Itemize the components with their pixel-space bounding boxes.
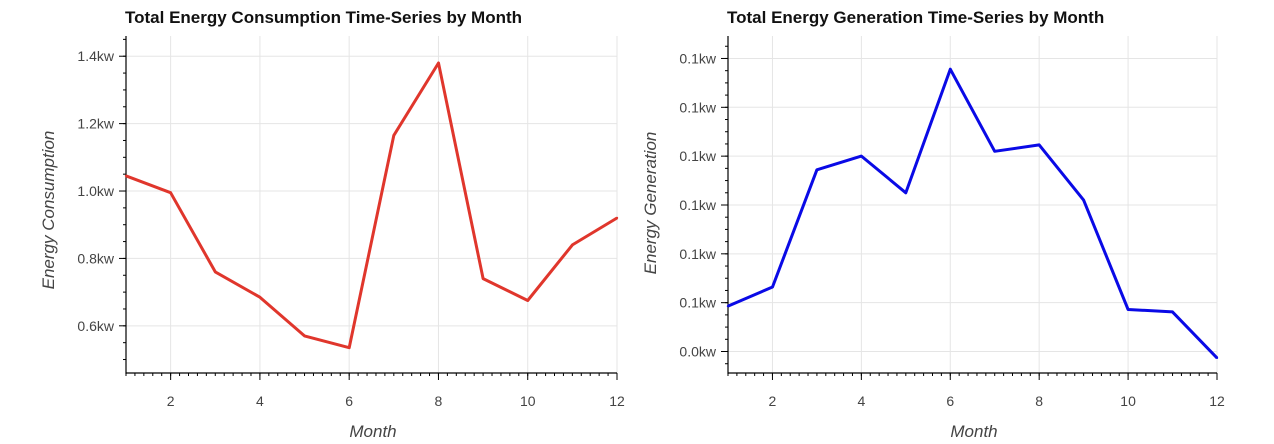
generation-data-point (1037, 143, 1041, 147)
consumption-y-axis-label: Energy Consumption (39, 131, 58, 290)
generation-x-tick-label: 8 (1035, 393, 1043, 409)
generation-y-tick-label: 0.1kw (679, 99, 716, 115)
generation-data-point (860, 154, 863, 158)
consumption-data-point (481, 277, 485, 280)
generation-data-point (1082, 198, 1085, 202)
generation-data-point (771, 285, 774, 289)
consumption-x-tick-label: 12 (609, 393, 625, 409)
generation-data-point (1215, 356, 1219, 360)
generation-x-axis-label: Month (950, 422, 997, 441)
consumption-x-axis-label: Month (349, 422, 396, 441)
generation-data-point (904, 191, 908, 194)
consumption-y-tick-label: 1.2kw (77, 116, 114, 132)
consumption-y-tick-label: 0.8kw (77, 250, 114, 266)
generation-series-line (727, 67, 1219, 359)
generation-x-tick-label: 4 (857, 393, 865, 409)
consumption-data-point (437, 61, 440, 65)
consumption-data-point (169, 191, 172, 194)
consumption-chart-title: Total Energy Consumption Time-Series by … (125, 8, 522, 27)
generation-y-tick-label: 0.1kw (679, 50, 716, 66)
generation-data-point (949, 68, 952, 71)
consumption-y-tick-label: 1.4kw (77, 48, 114, 64)
consumption-data-point (526, 299, 529, 302)
consumption-data-point (303, 334, 306, 338)
generation-data-point (1171, 310, 1174, 314)
generation-data-point (815, 168, 819, 172)
generation-y-tick-label: 0.1kw (679, 148, 716, 164)
consumption-y-tick-label: 1.0kw (77, 183, 114, 199)
consumption-data-point (258, 295, 262, 299)
generation-y-tick-label: 0.1kw (679, 295, 716, 311)
generation-x-tick-label: 10 (1120, 393, 1136, 409)
generation-data-point (993, 150, 996, 153)
consumption-data-point (392, 134, 396, 137)
generation-data-point (1126, 308, 1130, 311)
consumption-x-tick-label: 8 (435, 393, 443, 409)
generation-chart-title: Total Energy Generation Time-Series by M… (727, 8, 1104, 27)
consumption-data-point (347, 346, 351, 349)
generation-y-axis-label: Energy Generation (641, 132, 660, 275)
generation-y-tick-label: 0.0kw (679, 344, 716, 360)
consumption-x-tick-label: 10 (520, 393, 536, 409)
generation-chart: Total Energy Generation Time-Series by M… (641, 8, 1225, 441)
generation-y-tick-label: 0.1kw (679, 197, 716, 213)
consumption-series-line (125, 61, 618, 350)
generation-x-tick-label: 2 (769, 393, 777, 409)
consumption-data-point (571, 243, 574, 247)
generation-data-point (726, 304, 730, 308)
consumption-x-tick-label: 2 (167, 393, 175, 409)
generation-x-tick-label: 12 (1209, 393, 1225, 409)
generation-x-tick-label: 6 (946, 393, 954, 409)
consumption-y-tick-label: 0.6kw (77, 318, 114, 334)
consumption-x-tick-label: 6 (345, 393, 353, 409)
generation-y-tick-label: 0.1kw (679, 246, 716, 262)
consumption-data-point (214, 270, 217, 274)
consumption-x-tick-label: 4 (256, 393, 264, 409)
consumption-data-point (615, 216, 619, 220)
consumption-data-point (124, 174, 128, 178)
consumption-chart: Total Energy Consumption Time-Series by … (39, 8, 625, 441)
